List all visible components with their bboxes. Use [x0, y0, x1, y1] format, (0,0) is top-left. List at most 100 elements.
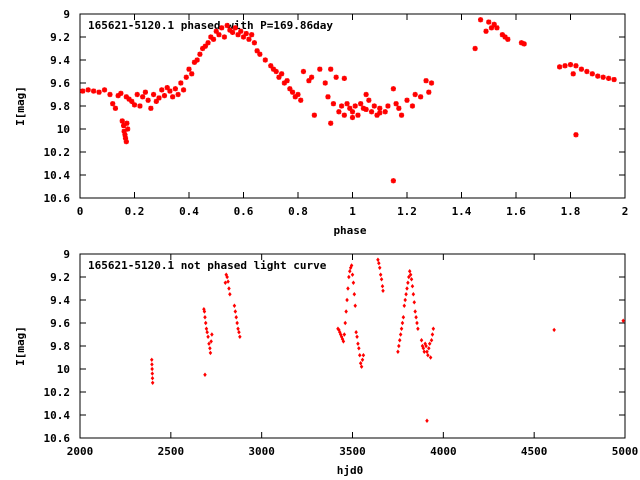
data-point	[268, 63, 274, 69]
y-axis-label: I[mag]	[14, 86, 27, 126]
chart-title: 165621-5120.1 not phased light curve	[88, 259, 327, 272]
x-tick-label: 0.6	[234, 205, 254, 218]
data-point	[407, 274, 411, 280]
y-tick-label: 10.2	[44, 386, 71, 399]
data-point	[573, 63, 579, 69]
data-point	[249, 32, 255, 38]
x-tick-label: 3500	[339, 445, 366, 458]
data-point	[219, 25, 225, 31]
data-point	[349, 263, 354, 268]
data-point	[341, 339, 346, 344]
data-point	[328, 66, 334, 72]
data-point	[309, 74, 315, 80]
data-point	[430, 332, 435, 337]
data-point	[595, 73, 601, 79]
data-point	[349, 114, 356, 121]
data-point	[359, 364, 364, 369]
data-point	[246, 36, 252, 42]
data-point	[236, 326, 240, 331]
data-point	[415, 320, 419, 326]
data-point	[584, 68, 590, 75]
data-point	[223, 280, 228, 285]
data-point	[407, 269, 412, 274]
data-point	[150, 376, 155, 381]
data-point	[347, 274, 351, 280]
y-axis-label: I[mag]	[14, 326, 27, 366]
data-point	[398, 332, 403, 337]
y-tick-label: 9.8	[50, 100, 70, 113]
data-point	[200, 45, 206, 52]
data-point	[149, 357, 154, 362]
data-point	[210, 36, 217, 42]
data-point	[344, 309, 348, 314]
data-point	[126, 96, 132, 102]
y-tick-label: 9.8	[50, 340, 70, 353]
data-point	[416, 326, 420, 331]
data-point	[363, 91, 369, 98]
data-point	[118, 90, 124, 96]
data-point	[328, 120, 334, 126]
data-point	[207, 341, 211, 346]
data-point	[358, 101, 364, 107]
data-point	[339, 103, 345, 109]
plot-frame	[79, 253, 626, 439]
data-point	[123, 94, 129, 100]
data-point	[232, 25, 238, 31]
data-point	[204, 326, 209, 331]
data-point	[180, 87, 187, 93]
data-point	[213, 28, 219, 34]
data-point	[426, 353, 430, 358]
y-tick-label: 10.4	[44, 409, 71, 422]
data-point	[150, 380, 155, 385]
data-point	[227, 27, 233, 33]
data-point	[552, 327, 556, 333]
data-point	[351, 280, 356, 285]
data-point	[406, 280, 410, 285]
x-tick-label: 1.4	[452, 205, 472, 218]
data-point	[400, 320, 405, 326]
data-point	[600, 74, 606, 80]
data-point	[377, 110, 383, 116]
data-point	[477, 17, 484, 23]
data-point	[270, 66, 277, 72]
data-point	[404, 97, 410, 103]
data-point	[178, 80, 184, 86]
data-point	[377, 265, 382, 270]
data-point	[110, 101, 116, 107]
data-point	[142, 89, 148, 95]
y-tick-label: 9.4	[50, 294, 70, 307]
x-tick-label: 1	[349, 205, 356, 218]
data-point	[194, 57, 200, 63]
data-point	[164, 85, 170, 91]
data-point	[140, 94, 146, 100]
data-point	[322, 80, 328, 86]
data-point	[381, 288, 385, 293]
data-point	[235, 320, 239, 326]
data-point	[360, 357, 365, 362]
data-point	[483, 28, 489, 34]
data-point	[208, 350, 213, 356]
data-point	[486, 19, 492, 25]
y-tick-label: 9.2	[50, 271, 70, 284]
data-point	[150, 91, 157, 98]
data-point	[150, 371, 155, 376]
data-point	[150, 362, 154, 367]
data-point	[227, 286, 231, 291]
data-point	[203, 372, 207, 377]
data-point	[428, 80, 435, 86]
data-point	[85, 87, 91, 93]
data-point	[418, 94, 424, 100]
data-point	[202, 309, 207, 314]
data-point	[235, 32, 241, 38]
data-point	[345, 297, 349, 303]
data-point	[573, 132, 579, 138]
data-point	[606, 75, 612, 81]
y-tick-label: 9	[63, 248, 70, 261]
x-tick-label: 1.6	[506, 205, 526, 218]
data-point	[197, 51, 203, 57]
data-point	[521, 41, 527, 47]
data-point	[107, 91, 113, 98]
data-point	[505, 36, 511, 42]
data-point	[330, 101, 337, 107]
data-point	[298, 97, 304, 103]
